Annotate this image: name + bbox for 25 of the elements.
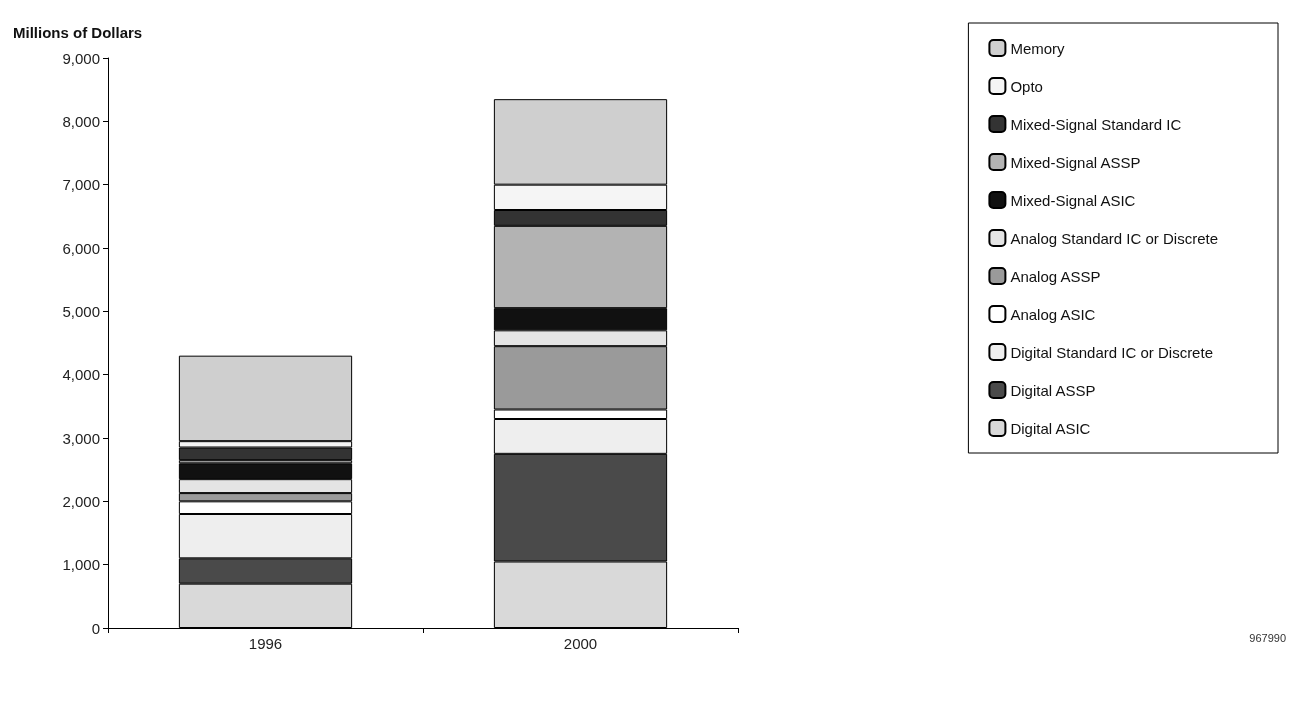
legend-label: Digital ASSP bbox=[1010, 381, 1096, 399]
y-tick-label: 1,000 bbox=[62, 556, 100, 574]
text: 967990 bbox=[1249, 631, 1287, 644]
y-tick-label: 3,000 bbox=[62, 429, 100, 447]
legend-label: Digital Standard IC or Discrete bbox=[1010, 343, 1213, 361]
y-tick-label: 8,000 bbox=[62, 112, 100, 130]
legend-label: Mixed-Signal ASSP bbox=[1010, 153, 1141, 171]
legend-label: Opto bbox=[1010, 77, 1043, 95]
x-tick-label: 2000 bbox=[563, 635, 598, 652]
legend-label: Mixed-Signal Standard IC bbox=[1010, 115, 1182, 133]
legend-label: Digital ASIC bbox=[1010, 419, 1091, 437]
y-axis-title: Millions of Dollars bbox=[13, 24, 143, 41]
y-tick-label: 5,000 bbox=[62, 302, 100, 320]
legend-label: Memory bbox=[1010, 39, 1066, 57]
legend-label: Mixed-Signal ASIC bbox=[1010, 191, 1136, 209]
legend-label: Analog ASSP bbox=[1010, 267, 1101, 285]
y-tick-label: 0 bbox=[91, 619, 100, 637]
legend-label: Analog ASIC bbox=[1010, 305, 1096, 323]
legend-label: Analog Standard IC or Discrete bbox=[1010, 229, 1218, 247]
y-tick-label: 9,000 bbox=[62, 49, 100, 67]
y-tick-label: 4,000 bbox=[62, 366, 100, 384]
y-tick-label: 6,000 bbox=[62, 239, 100, 257]
x-tick-label: 1996 bbox=[248, 635, 283, 652]
y-tick-label: 7,000 bbox=[62, 176, 100, 194]
y-tick-label: 2,000 bbox=[62, 492, 100, 510]
